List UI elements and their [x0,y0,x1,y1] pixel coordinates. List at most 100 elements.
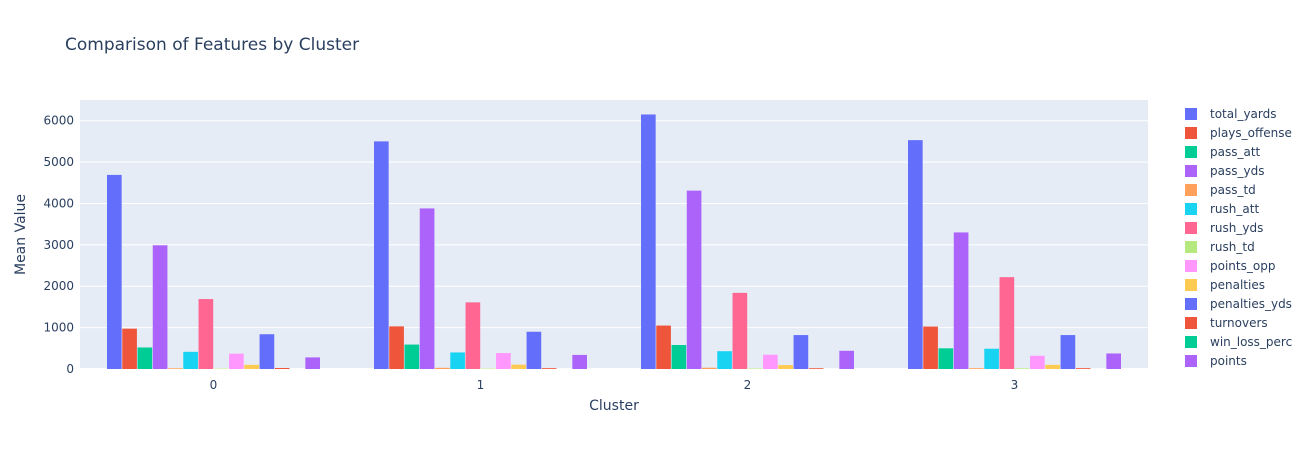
legend-label: rush_yds [1210,221,1263,235]
legend-item-pass_td[interactable]: pass_td [1185,183,1256,197]
x-tick-label: 0 [210,378,218,392]
bar-penalties_yds-cluster-3 [1060,335,1076,369]
bar-points-cluster-0 [305,357,320,369]
bar-total_yards-cluster-3 [908,140,923,369]
y-tick-label: 5000 [43,155,74,169]
bar-points_opp-cluster-3 [1030,355,1045,369]
chart-title: Comparison of Features by Cluster [65,35,359,55]
bar-penalties_yds-cluster-0 [259,334,275,369]
legend-item-rush_yds[interactable]: rush_yds [1185,221,1263,235]
legend-swatch [1185,203,1197,215]
bar-points-cluster-3 [1106,353,1121,369]
bar-points-cluster-2 [839,350,854,369]
x-axis-ticks: 0 1 2 3 [210,378,1019,392]
legend-swatch [1185,317,1197,329]
legend-swatch [1185,279,1197,291]
legend-swatch [1185,146,1197,158]
legend-label: pass_td [1210,183,1256,197]
legend-swatch [1185,260,1197,272]
bar-points_opp-cluster-1 [496,353,511,369]
bar-turnovers-cluster-1 [541,368,557,369]
legend-swatch [1185,127,1197,139]
legend-item-points[interactable]: points [1185,354,1247,368]
bar-pass_td-cluster-2 [702,367,717,369]
bar-rush_yds-cluster-0 [198,299,214,369]
legend-swatch [1185,165,1197,177]
bar-plays_offense-cluster-0 [122,328,137,369]
bar-rush_att-cluster-2 [717,351,732,369]
legend-item-win_loss_perc[interactable]: win_loss_perc [1185,335,1292,349]
bar-pass_td-cluster-1 [435,367,450,369]
legend-item-rush_td[interactable]: rush_td [1185,240,1255,254]
legend-item-penalties_yds[interactable]: penalties_yds [1185,297,1292,311]
legend-item-pass_yds[interactable]: pass_yds [1185,164,1264,178]
bar-plays_offense-cluster-1 [389,326,404,369]
bar-penalties_yds-cluster-2 [793,335,809,369]
legend-item-turnovers[interactable]: turnovers [1185,316,1268,330]
legend-label: pass_att [1210,145,1261,159]
bar-pass_yds-cluster-0 [152,245,168,369]
bar-turnovers-cluster-0 [274,368,290,369]
x-tick-label: 2 [744,378,752,392]
bar-rush_td-cluster-3 [1014,368,1030,369]
legend-label: rush_td [1210,240,1255,254]
bar-penalties_yds-cluster-1 [526,331,542,369]
y-axis-title: Mean Value [13,194,29,275]
bar-points_opp-cluster-2 [763,354,778,369]
legend-item-pass_att[interactable]: pass_att [1185,145,1261,159]
legend-label: points [1210,354,1247,368]
legend-label: turnovers [1210,316,1268,330]
bar-plays_offense-cluster-3 [923,326,938,369]
bar-rush_att-cluster-1 [450,352,465,369]
bar-rush_yds-cluster-1 [465,302,481,369]
bar-penalties-cluster-0 [244,364,259,369]
x-tick-label: 3 [1011,378,1019,392]
plot-area [80,100,1148,369]
bar-pass_td-cluster-3 [969,368,984,369]
legend-swatch [1185,184,1197,196]
bar-pass_att-cluster-1 [404,344,420,369]
legend-label: plays_offense [1210,126,1292,140]
legend-item-points_opp[interactable]: points_opp [1185,259,1275,273]
bar-rush_td-cluster-2 [747,368,763,369]
bar-turnovers-cluster-2 [808,368,824,369]
bar-rush_yds-cluster-2 [732,292,748,369]
bar-turnovers-cluster-3 [1075,368,1091,369]
x-axis-title: Cluster [589,398,639,414]
bar-points_opp-cluster-0 [229,353,244,369]
bar-rush_yds-cluster-3 [999,277,1015,369]
legend-item-total_yards[interactable]: total_yards [1185,107,1277,121]
legend-label: pass_yds [1210,164,1264,178]
x-tick-label: 1 [477,378,485,392]
bar-total_yards-cluster-2 [641,114,656,369]
y-tick-label: 0 [66,362,74,376]
legend-swatch [1185,222,1197,234]
legend-item-rush_att[interactable]: rush_att [1185,202,1259,216]
legend-label: penalties [1210,278,1265,292]
legend[interactable]: total_yards plays_offense pass_att pass_yds… [1185,107,1292,368]
bar-penalties-cluster-2 [778,365,793,369]
legend-item-plays_offense[interactable]: plays_offense [1185,126,1292,140]
bars [107,114,1121,369]
bar-rush_att-cluster-0 [183,351,198,369]
legend-label: points_opp [1210,259,1275,273]
legend-label: rush_att [1210,202,1259,216]
legend-item-penalties[interactable]: penalties [1185,278,1265,292]
bar-penalties-cluster-1 [511,364,526,369]
legend-swatch [1185,298,1197,310]
y-tick-label: 3000 [43,238,74,252]
bar-plays_offense-cluster-2 [656,325,671,369]
bar-pass_yds-cluster-2 [686,190,702,369]
bar-penalties-cluster-3 [1045,364,1060,369]
legend-swatch [1185,241,1197,253]
bar-pass_att-cluster-2 [671,344,687,369]
legend-label: penalties_yds [1210,297,1292,311]
bar-total_yards-cluster-0 [107,174,122,369]
y-tick-label: 2000 [43,279,74,293]
legend-swatch [1185,108,1197,120]
legend-label: total_yards [1210,107,1277,121]
bar-pass_att-cluster-0 [137,347,153,369]
bar-rush_att-cluster-3 [984,348,999,369]
bar-pass_yds-cluster-3 [953,232,969,369]
